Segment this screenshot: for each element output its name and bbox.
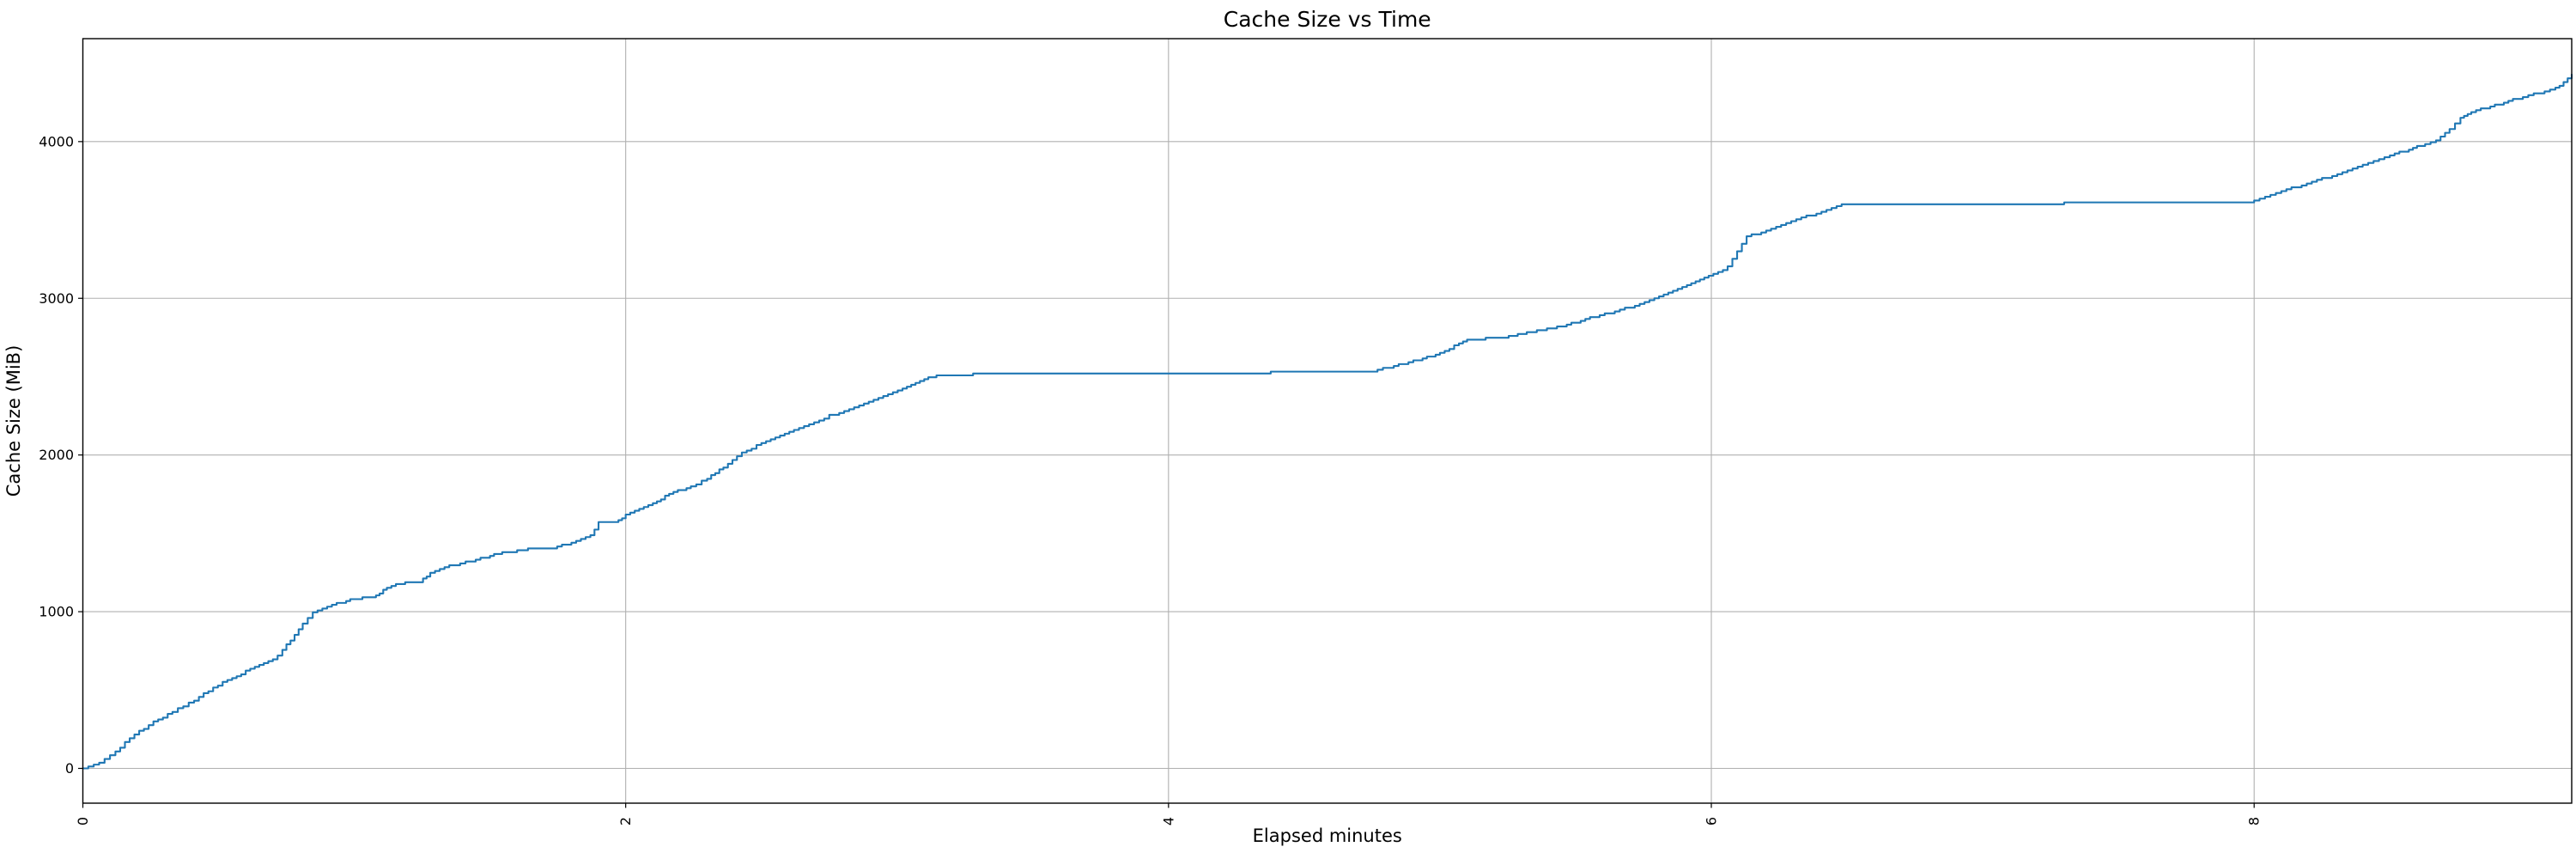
tick-marks — [78, 141, 2255, 808]
y-tick-label-4: 4000 — [39, 133, 74, 149]
series-layer — [82, 73, 2573, 770]
x-tick-label-2: 4 — [1160, 817, 1176, 825]
y-tick-label-3: 3000 — [39, 290, 74, 307]
x-tick-label-1: 2 — [617, 817, 634, 825]
gridlines — [82, 39, 2572, 803]
plot-border — [82, 38, 2573, 804]
cache-size-line — [82, 73, 2573, 770]
y-tick-label-1: 1000 — [39, 604, 74, 620]
x-tick-label-4: 8 — [2246, 817, 2263, 825]
tick-labels: 0 2 4 6 8 0 1000 2000 3000 4000 — [39, 133, 2262, 825]
x-axis-label: Elapsed minutes — [1253, 825, 1402, 846]
x-tick-label-3: 6 — [1704, 817, 1720, 825]
chart-title: Cache Size vs Time — [1224, 7, 1431, 32]
y-axis-label: Cache Size (MiB) — [3, 345, 24, 497]
x-tick-label-0: 0 — [75, 817, 91, 825]
y-tick-label-0: 0 — [65, 760, 74, 777]
y-tick-label-2: 2000 — [39, 447, 74, 463]
